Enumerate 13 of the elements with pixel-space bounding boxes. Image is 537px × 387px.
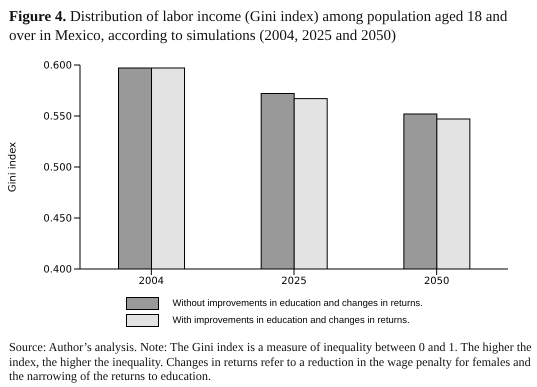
chart-title: Figure 4. Distribution of labor income (Gini index) among population aged 18 and over in Mexico, according to simulations (2004, 2025 and 2050)	[9, 9, 508, 44]
y-tick-label: 0.550	[43, 112, 72, 123]
x-tick-label: 2025	[281, 276, 307, 288]
y-axis-title: Gini index	[8, 142, 19, 192]
y-tick-label: 0.400	[43, 264, 72, 276]
legend-label: With improvements in education and changes in returns.	[172, 315, 411, 326]
x-tick-label: 2004	[138, 276, 164, 288]
y-tick-label: 0.450	[43, 214, 72, 225]
x-tick-label: 2050	[424, 276, 450, 288]
legend-label: Without improvements in education and changes in returns.	[172, 298, 424, 309]
y-tick-label: 0.600	[43, 60, 72, 72]
source-note: Source: Author’s analysis. Note: The Gini index is a measure of inequality between 0 and 1. The higher the index, the higher the inequality. Changes in returns refer to a reduction in the wage penalty for females and the narrowing of the returns to education.	[9, 340, 533, 384]
y-tick-label: 0.500	[43, 162, 72, 174]
